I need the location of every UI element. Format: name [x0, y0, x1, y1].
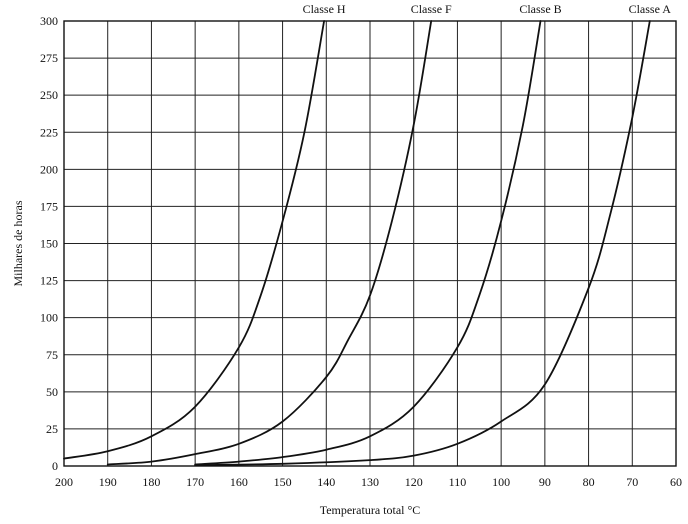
x-tick-label: 110: [449, 475, 467, 489]
y-tick-label: 250: [40, 88, 58, 102]
y-tick-labels: 0 25 50 75 100 125 150 175 200 225 250 275 300: [40, 14, 58, 473]
series-label-classe-h: Classe H: [303, 2, 346, 16]
y-tick-label: 100: [40, 311, 58, 325]
x-tick-label: 100: [492, 475, 510, 489]
y-tick-label: 50: [46, 385, 58, 399]
series-label-classe-b: Classe B: [519, 2, 561, 16]
x-tick-label: 120: [405, 475, 423, 489]
y-tick-label: 175: [40, 199, 58, 213]
series-curve-classe-f: [106, 20, 433, 466]
series-curve-classe-h: [63, 20, 325, 460]
x-tick-label: 190: [99, 475, 117, 489]
x-tick-labels: 200 190 180 170 160 150 140 130 120 110 100 90 80 70 6…: [55, 475, 682, 489]
plot-frame: [63, 20, 677, 467]
x-tick-label: 140: [317, 475, 335, 489]
y-tick-label: 200: [40, 162, 58, 176]
x-tick-label: 180: [142, 475, 160, 489]
y-tick-label: 25: [46, 422, 58, 436]
x-tick-label: 170: [186, 475, 204, 489]
series-curve-classe-b: [194, 20, 542, 466]
y-axis-title: Milhares de horas: [11, 200, 25, 286]
x-tick-label: 60: [670, 475, 682, 489]
x-axis-title: Temperatura total °C: [320, 503, 421, 517]
grid-lines: [63, 20, 677, 467]
y-tick-label: 75: [46, 348, 58, 362]
x-tick-label: 150: [274, 475, 292, 489]
y-tick-label: 300: [40, 14, 58, 28]
series-curve-classe-a: [194, 20, 651, 467]
series-label-classe-a: Classe A: [629, 2, 672, 16]
x-tick-label: 70: [626, 475, 638, 489]
x-tick-label: 130: [361, 475, 379, 489]
y-tick-label: 150: [40, 237, 58, 251]
x-tick-label: 80: [583, 475, 595, 489]
x-tick-label: 90: [539, 475, 551, 489]
series-label-classe-f: Classe F: [411, 2, 452, 16]
series-curves: [63, 20, 651, 467]
series-labels: Classe H Classe F Classe B Classe A: [303, 2, 672, 16]
y-tick-label: 225: [40, 125, 58, 139]
x-tick-label: 160: [230, 475, 248, 489]
x-tick-label: 200: [55, 475, 73, 489]
y-tick-label: 275: [40, 51, 58, 65]
y-tick-label: 125: [40, 274, 58, 288]
y-tick-label: 0: [52, 459, 58, 473]
